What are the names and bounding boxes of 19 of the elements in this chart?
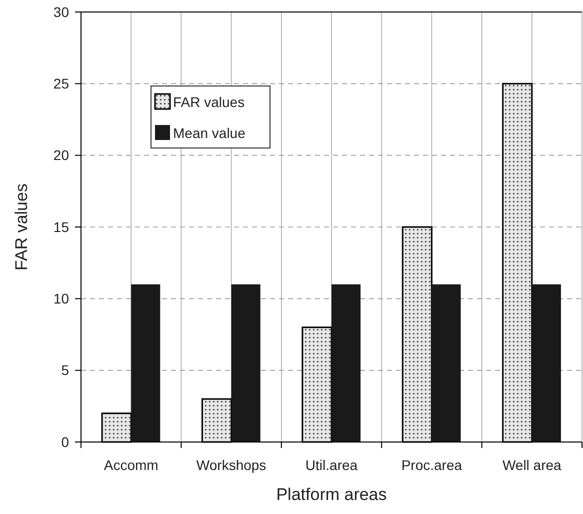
x-axis-title: Platform areas bbox=[276, 485, 387, 504]
y-tick-label: 15 bbox=[53, 218, 70, 235]
y-tick-label: 10 bbox=[53, 290, 70, 307]
y-tick-label: 5 bbox=[61, 362, 70, 378]
bar bbox=[231, 284, 260, 442]
bar bbox=[332, 284, 361, 442]
y-tick-label: 20 bbox=[53, 147, 70, 164]
x-tick-label: Proc.area bbox=[401, 457, 462, 473]
y-tick-label: 0 bbox=[61, 434, 70, 450]
y-axis-title: FAR values bbox=[12, 184, 31, 270]
x-tick-label: Well area bbox=[502, 457, 562, 473]
y-tick-label: 25 bbox=[53, 76, 70, 92]
x-tick-label: Workshops bbox=[196, 457, 266, 473]
legend-label: Mean value bbox=[173, 124, 246, 141]
bar bbox=[131, 284, 160, 442]
x-tick-label: Accomm bbox=[104, 457, 158, 473]
y-tick-label: 30 bbox=[53, 4, 70, 20]
x-tick-label: Util.area bbox=[305, 457, 358, 473]
legend-label: FAR values bbox=[173, 94, 245, 110]
